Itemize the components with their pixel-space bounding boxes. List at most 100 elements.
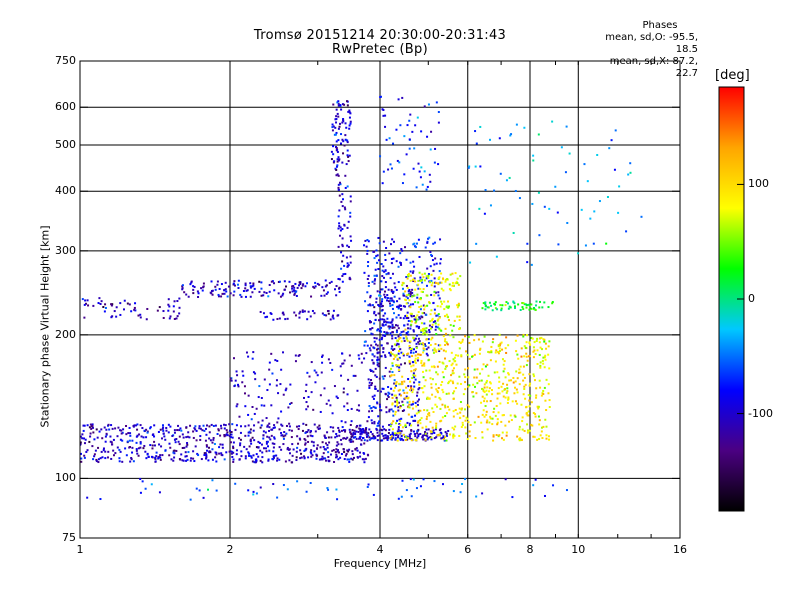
echo-point	[406, 401, 409, 404]
echo-point	[391, 337, 394, 340]
echo-point	[327, 436, 330, 439]
echo-point	[388, 408, 391, 411]
echo-point	[382, 377, 385, 380]
echo-point	[459, 411, 462, 414]
echo-point	[91, 426, 94, 429]
echo-point	[339, 142, 342, 145]
echo-point	[150, 483, 153, 486]
echo-point	[335, 147, 338, 150]
echo-point	[402, 292, 405, 295]
echo-point	[422, 438, 425, 441]
echo-point	[185, 445, 188, 448]
echo-point	[167, 431, 170, 434]
echo-point	[232, 441, 235, 444]
y-tick-label: 200	[55, 327, 76, 341]
echo-point	[447, 306, 450, 309]
echo-point	[402, 317, 405, 320]
echo-point	[534, 413, 537, 416]
echo-point	[394, 434, 397, 437]
echo-point	[186, 443, 189, 446]
echo-point	[129, 432, 132, 435]
echo-point	[413, 433, 416, 436]
echo-point	[527, 355, 530, 358]
echo-point	[362, 431, 365, 434]
echo-point	[539, 434, 542, 437]
echo-point	[430, 365, 433, 368]
echo-point	[281, 434, 284, 437]
echo-point	[220, 453, 223, 456]
echo-point	[409, 380, 412, 383]
echo-point	[511, 496, 514, 499]
echo-point	[315, 371, 318, 374]
echo-point	[338, 158, 341, 161]
echo-point	[421, 281, 424, 284]
echo-point	[229, 292, 232, 295]
echo-point	[502, 363, 505, 366]
echo-point	[523, 387, 526, 390]
echo-point	[343, 405, 346, 408]
echo-point	[543, 205, 546, 208]
echo-point	[375, 343, 378, 346]
echo-point	[490, 389, 493, 392]
echo-point	[378, 424, 381, 427]
echo-point	[428, 397, 431, 400]
echo-point	[417, 398, 420, 401]
echo-point	[394, 413, 397, 416]
echo-point	[418, 325, 421, 328]
echo-point	[527, 410, 530, 413]
echo-point	[382, 240, 385, 243]
echo-point	[522, 393, 525, 396]
echo-point	[405, 294, 408, 297]
echo-point	[369, 430, 372, 433]
echo-point	[449, 334, 452, 337]
echo-point	[403, 135, 406, 138]
echo-point	[260, 397, 263, 400]
echo-point	[371, 327, 374, 330]
echo-point	[153, 444, 156, 447]
echo-point	[494, 307, 497, 310]
echo-point	[405, 153, 408, 156]
echo-point	[282, 311, 285, 314]
echo-point	[377, 312, 380, 315]
echo-point	[371, 353, 374, 356]
echo-point	[531, 337, 534, 340]
echo-point	[414, 337, 417, 340]
echo-point	[260, 294, 263, 297]
echo-point	[394, 337, 397, 340]
echo-point	[430, 130, 433, 133]
echo-point	[381, 304, 384, 307]
echo-point	[351, 453, 354, 456]
echo-point	[382, 434, 385, 437]
echo-point	[263, 378, 266, 381]
echo-point	[332, 449, 335, 452]
echo-point	[181, 433, 184, 436]
echo-point	[429, 250, 432, 253]
echo-point	[505, 434, 508, 437]
echo-point	[343, 264, 346, 267]
echo-point	[373, 274, 376, 277]
echo-point	[382, 334, 385, 337]
echo-point	[523, 429, 526, 432]
echo-point	[447, 380, 450, 383]
echo-point	[249, 282, 252, 285]
echo-point	[232, 282, 235, 285]
echo-point	[376, 359, 379, 362]
echo-point	[527, 414, 530, 417]
echo-point	[192, 436, 195, 439]
echo-point	[307, 440, 310, 443]
echo-point	[414, 300, 417, 303]
echo-point	[278, 317, 281, 320]
echo-point	[528, 384, 531, 387]
echo-point	[384, 312, 387, 315]
echo-point	[326, 446, 329, 449]
echo-point	[331, 126, 334, 129]
echo-point	[419, 276, 422, 279]
echo-point	[305, 490, 308, 493]
echo-point	[171, 434, 174, 437]
echo-point	[399, 438, 402, 441]
echo-point	[392, 389, 395, 392]
echo-point	[339, 226, 342, 229]
echo-point	[416, 293, 419, 296]
echo-point	[348, 448, 351, 451]
echo-point	[276, 457, 279, 460]
